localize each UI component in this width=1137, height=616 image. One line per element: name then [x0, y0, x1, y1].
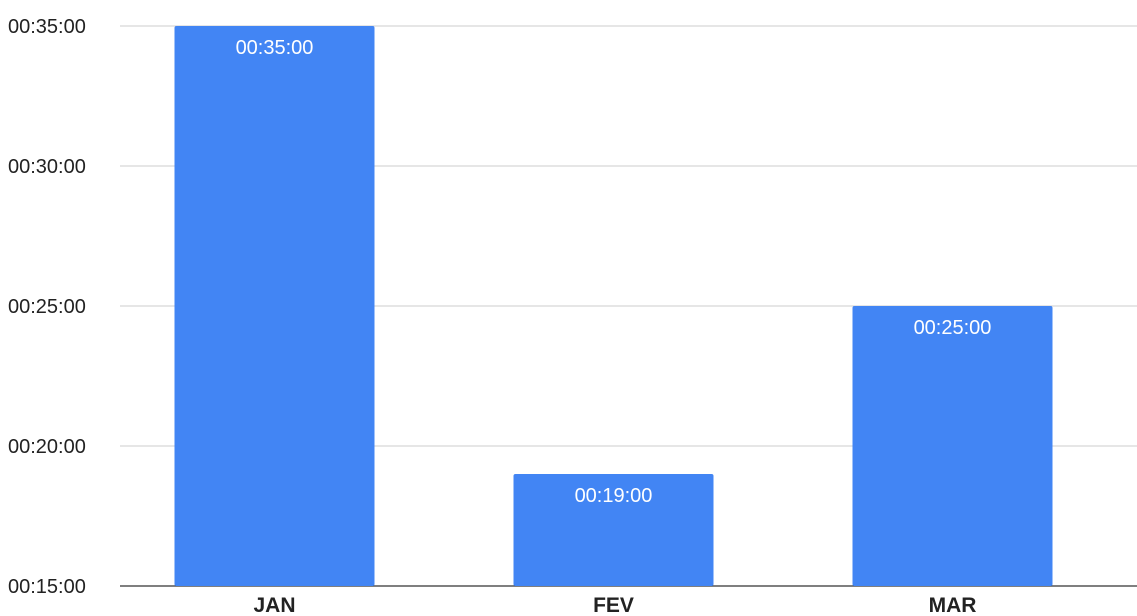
x-axis-categories: JAN FEV MAR [253, 594, 976, 616]
x-tick-label: FEV [593, 594, 634, 616]
y-tick-label: 00:30:00 [8, 156, 86, 178]
y-tick-label: 00:35:00 [8, 16, 86, 38]
bar-jan[interactable] [174, 26, 375, 586]
x-tick-label: JAN [253, 594, 295, 616]
y-axis-ticks: 00:15:00 00:20:00 00:25:00 00:30:00 00:35:00 [8, 16, 86, 598]
bar-fev[interactable] [513, 474, 714, 586]
bar-data-labels: 00:35:00 00:19:00 00:25:00 [236, 37, 992, 507]
x-tick-label: MAR [929, 594, 977, 616]
y-tick-label: 00:15:00 [8, 576, 86, 598]
y-tick-label: 00:25:00 [8, 296, 86, 318]
bar-data-label: 00:19:00 [575, 485, 653, 507]
bar-data-label: 00:25:00 [914, 317, 992, 339]
bar-mar[interactable] [852, 306, 1053, 586]
bars [174, 26, 1053, 586]
bar-data-label: 00:35:00 [236, 37, 314, 59]
y-tick-label: 00:20:00 [8, 436, 86, 458]
